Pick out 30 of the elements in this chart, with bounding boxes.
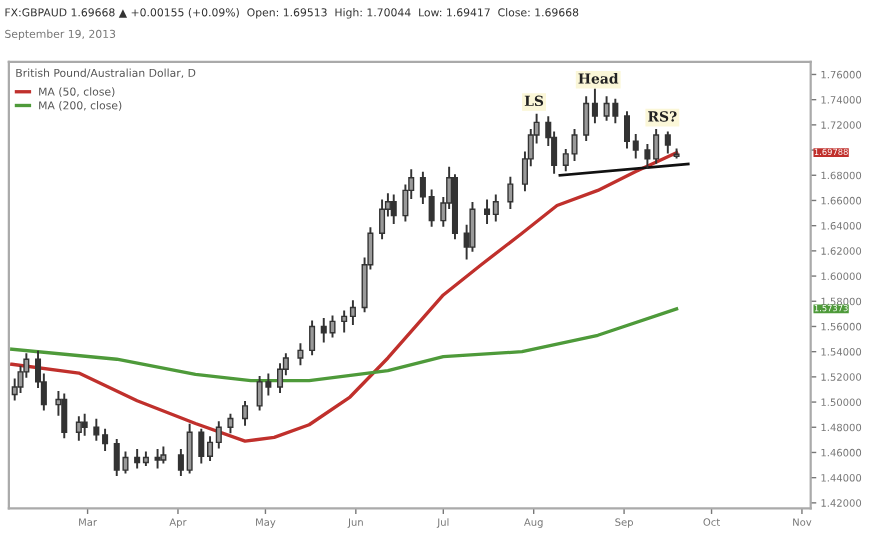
candlestick (664, 131, 671, 154)
candlestick (603, 96, 610, 121)
candlestick (484, 199, 491, 225)
candlestick (390, 194, 397, 225)
candlestick (349, 300, 356, 325)
candlestick (623, 111, 631, 149)
line-series (10, 307, 679, 383)
candlestick (122, 451, 129, 474)
candlestick (583, 96, 590, 141)
candlestick (215, 421, 222, 449)
candlestick (571, 128, 578, 162)
candlestick (75, 416, 82, 441)
candlestick (469, 202, 476, 252)
candlestick (61, 393, 68, 439)
candlestick (93, 418, 100, 441)
candlestick (154, 448, 161, 469)
candlestick (329, 315, 336, 338)
candlestick (297, 343, 304, 366)
candlestick (186, 423, 193, 474)
candlestick (379, 199, 386, 240)
candlestick (242, 401, 249, 426)
candlestick (81, 413, 88, 436)
candlestick (507, 176, 514, 209)
candlestick (492, 194, 499, 222)
candlestick (256, 375, 263, 411)
candlestick (198, 428, 205, 464)
line-series (10, 150, 679, 443)
candlestick (309, 320, 316, 356)
candlestick (341, 310, 348, 333)
candlestick (612, 98, 619, 124)
